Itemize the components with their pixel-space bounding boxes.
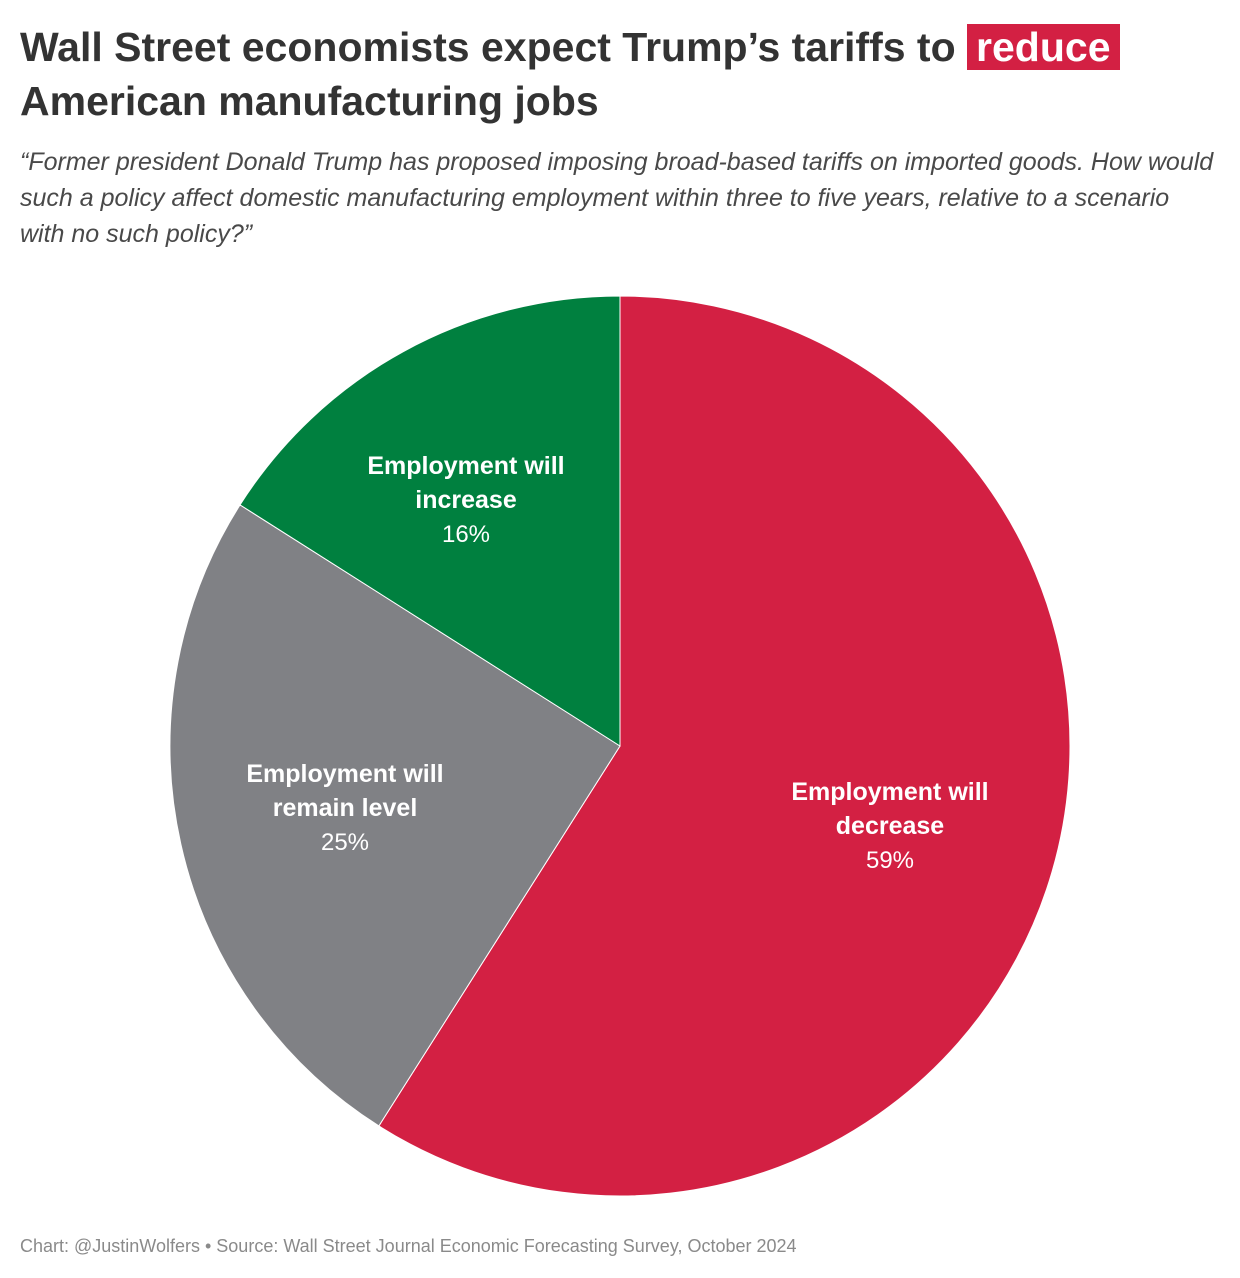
chart-footer: Chart: @JustinWolfers • Source: Wall Str… (20, 1236, 797, 1256)
slice-label-line: remain level (273, 794, 418, 822)
chart-subtitle: “Former president Donald Trump has propo… (20, 148, 1214, 248)
pie-labels: Employment will decrease 59%Employment wil… (246, 452, 988, 874)
title-suffix: American manufacturing jobs (20, 78, 599, 124)
pie-slices (169, 295, 1071, 1197)
title-prefix: Wall Street economists expect Trump’s ta… (20, 24, 956, 70)
slice-value-label: 59% (866, 847, 914, 874)
slice-value-label: 25% (321, 829, 369, 856)
slice-label-line: Employment will (367, 452, 564, 480)
slice-label-line: Employment will (246, 760, 443, 788)
pie-slice-1 (169, 504, 621, 1127)
slice-label-0: Employment will decrease 59% (791, 778, 988, 874)
slice-label-line: decrease (836, 812, 945, 840)
slice-label-line: increase (415, 486, 517, 514)
slice-label-2: Employment will increase 16% (367, 452, 564, 548)
slice-label-line: Employment will (791, 778, 988, 806)
pie-slice-0 (378, 295, 1071, 1197)
pie-slice-2 (239, 295, 621, 747)
slice-value-label: 16% (442, 521, 490, 548)
title-highlight: reduce (967, 24, 1120, 70)
slice-label-1: Employment will remain level 25% (246, 760, 443, 856)
chart-title: Wall Street economists expect Trump’s ta… (20, 20, 1220, 128)
